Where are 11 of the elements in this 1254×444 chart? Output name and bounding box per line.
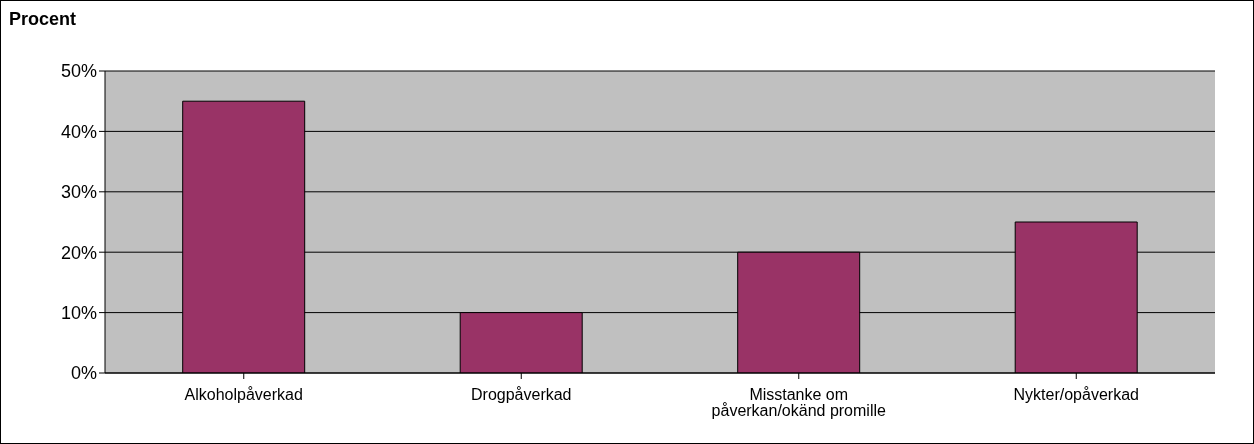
x-tick-label: Nykter/opåverkad <box>1013 386 1139 404</box>
y-tick-label: 30% <box>60 182 97 203</box>
x-tick-label: Alkoholpåverkad <box>184 386 303 404</box>
y-tick-label: 40% <box>60 121 97 142</box>
y-axis-title: Procent <box>9 9 77 30</box>
y-tick-label: 20% <box>60 242 97 263</box>
y-tick-label: 50% <box>60 61 97 82</box>
x-tick-label: Misstanke om påverkan/okänd promille <box>711 386 887 420</box>
x-tick-label: Drogpåverkad <box>471 386 572 404</box>
y-tick-label: 10% <box>60 302 97 323</box>
y-tick-label: 0% <box>70 363 97 384</box>
